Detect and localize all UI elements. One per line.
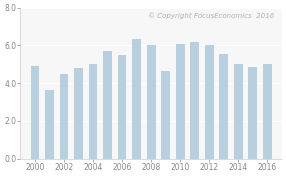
Bar <box>103 51 112 159</box>
Bar <box>234 64 243 159</box>
Bar <box>132 39 141 159</box>
Bar <box>31 66 39 159</box>
Bar <box>263 64 272 159</box>
Bar <box>60 74 68 159</box>
Text: © Copyright FocusEconomics  2016: © Copyright FocusEconomics 2016 <box>148 12 274 19</box>
Bar <box>176 43 184 159</box>
Bar <box>205 45 214 159</box>
Bar <box>74 68 83 159</box>
Bar <box>161 71 170 159</box>
Bar <box>118 55 126 159</box>
Bar <box>219 54 228 159</box>
Bar <box>249 67 257 159</box>
Bar <box>190 42 199 159</box>
Bar <box>45 90 54 159</box>
Bar <box>147 45 156 159</box>
Bar <box>89 64 98 159</box>
